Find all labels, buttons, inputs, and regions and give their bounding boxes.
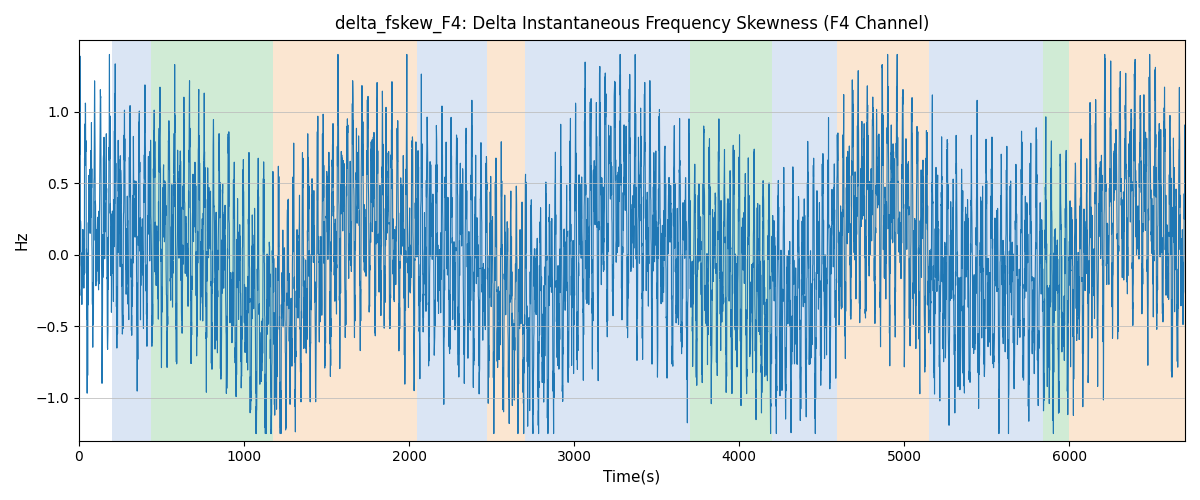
Bar: [1043, 40, 1069, 440]
Y-axis label: Hz: Hz: [14, 230, 30, 250]
Bar: [524, 40, 690, 440]
X-axis label: Time(s): Time(s): [604, 470, 660, 485]
Bar: [690, 40, 773, 440]
Bar: [1069, 40, 1186, 440]
Bar: [487, 40, 524, 440]
Bar: [418, 40, 487, 440]
Bar: [151, 40, 272, 440]
Title: delta_fskew_F4: Delta Instantaneous Frequency Skewness (F4 Channel): delta_fskew_F4: Delta Instantaneous Freq…: [335, 15, 929, 34]
Bar: [773, 40, 836, 440]
Bar: [272, 40, 418, 440]
Bar: [112, 40, 151, 440]
Bar: [929, 40, 1043, 440]
Bar: [836, 40, 929, 440]
